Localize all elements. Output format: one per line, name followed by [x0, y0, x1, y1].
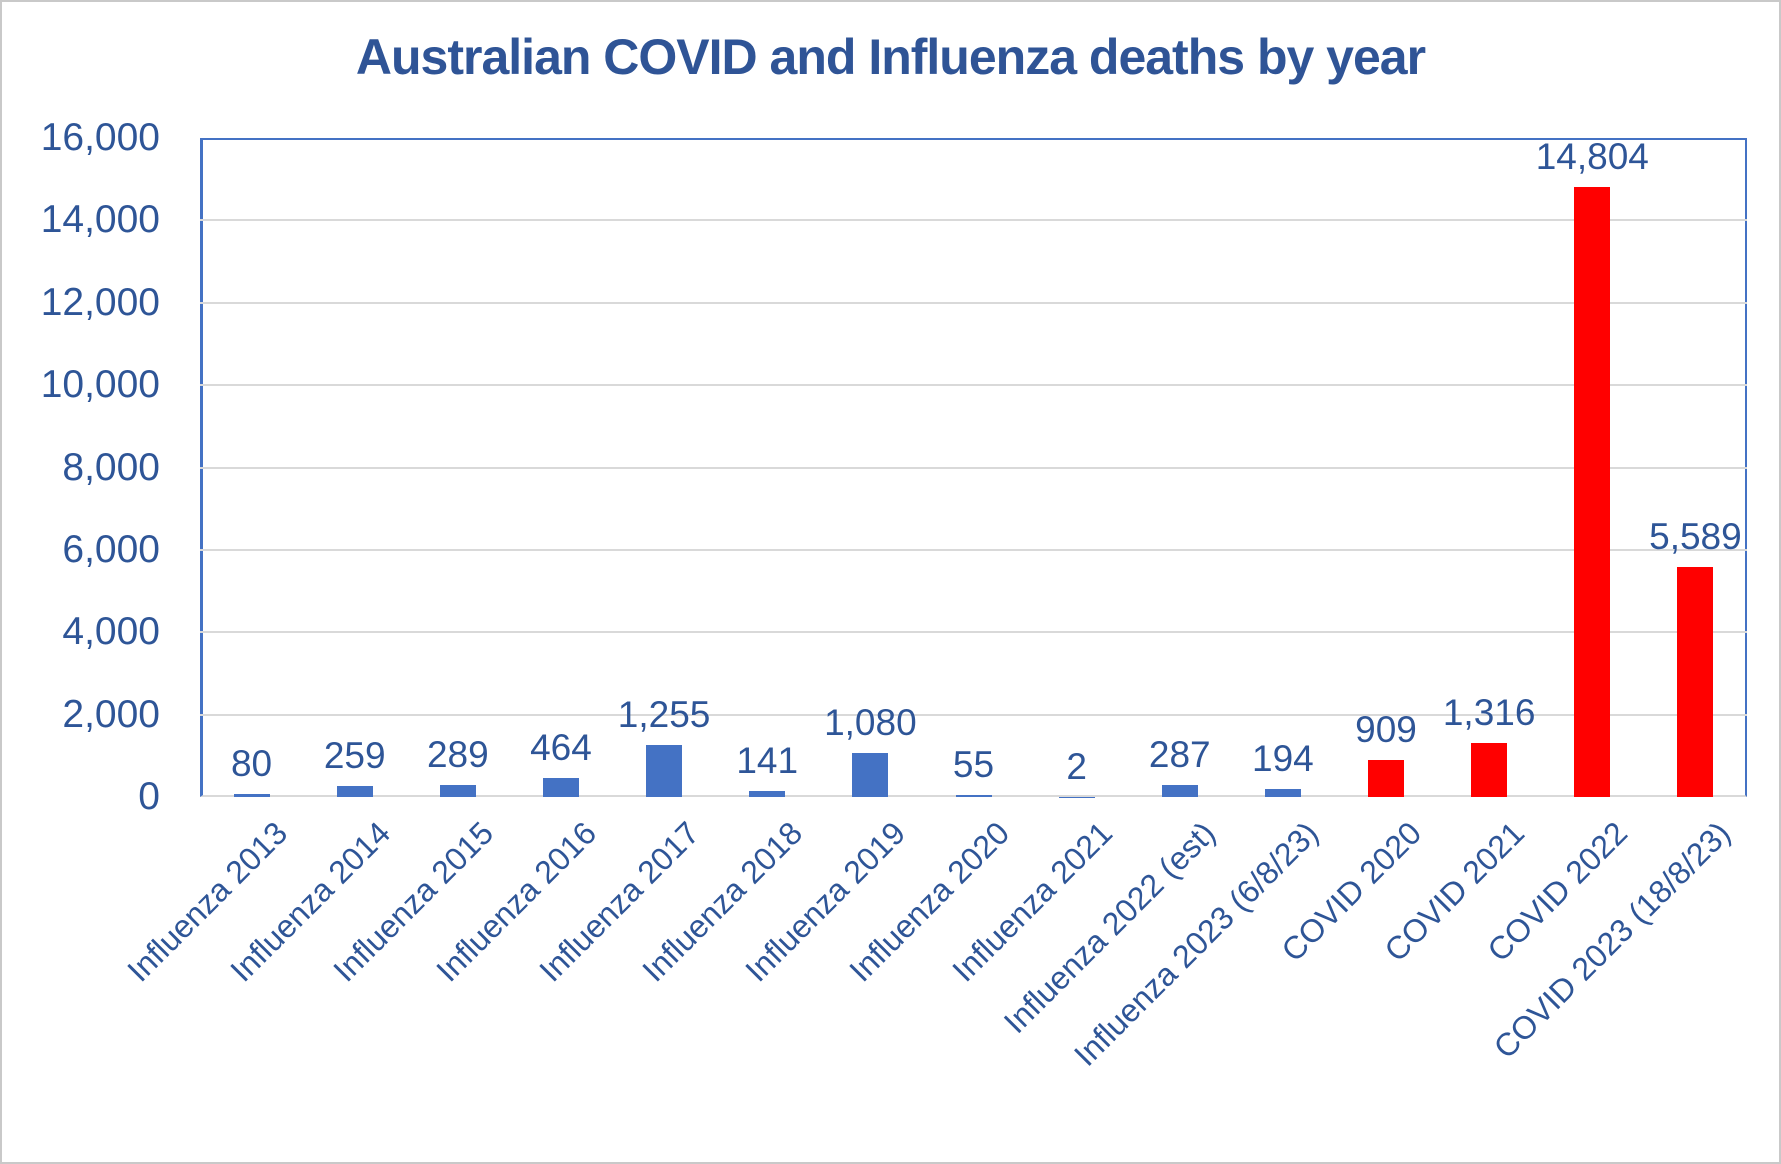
- gridline: [200, 466, 1747, 469]
- bar-value-label: 259: [323, 735, 386, 777]
- bar-influenza-2016: [542, 777, 579, 797]
- bar-influenza-2022-est: [1161, 785, 1198, 797]
- y-axis-tick-label: 2,000: [62, 692, 160, 736]
- bar-value-label: 5,589: [1649, 515, 1742, 557]
- y-axis-tick-label: 16,000: [40, 116, 160, 159]
- bar-covid-2023-18-8-23: [1677, 566, 1714, 797]
- gridline: [200, 548, 1747, 551]
- bar-value-label: 14,804: [1535, 136, 1649, 178]
- bar-value-label: 1,080: [824, 701, 917, 743]
- y-axis-tick-label: 0: [138, 775, 160, 818]
- bar-influenza-2017: [646, 745, 683, 797]
- y-axis-tick-label: 12,000: [40, 280, 160, 324]
- y-axis-tick-label: 6,000: [62, 527, 160, 571]
- gridline: [200, 301, 1747, 304]
- bar-value-label: 909: [1355, 708, 1417, 750]
- bar-influenza-2013: [233, 793, 270, 797]
- gridline: [200, 219, 1747, 222]
- bar-influenza-2015: [439, 785, 476, 797]
- bar-influenza-2023-6-8-23: [1264, 789, 1301, 797]
- bar-value-label: 1,316: [1442, 691, 1536, 733]
- chart-title: Australian COVID and Influenza deaths by…: [355, 29, 1426, 85]
- y-axis-tick-label: 14,000: [40, 198, 160, 242]
- gridline: [200, 631, 1747, 634]
- bar-influenza-2019: [852, 752, 889, 797]
- bar-value-label: 141: [736, 740, 799, 782]
- gridline: [200, 384, 1747, 387]
- bar-influenza-2020: [955, 794, 992, 797]
- bar-influenza-2014: [336, 786, 373, 797]
- gridline: [200, 713, 1747, 716]
- bar-value-label: 289: [426, 734, 489, 776]
- y-axis-tick-label: 8,000: [62, 445, 160, 489]
- bar-covid-2022: [1574, 187, 1611, 797]
- bar-value-label: 1,255: [617, 694, 711, 736]
- bar-value-label: 194: [1252, 738, 1314, 779]
- bar-influenza-2018: [749, 791, 786, 797]
- bar-value-label: 287: [1148, 734, 1211, 776]
- y-axis-tick-label: 4,000: [62, 610, 160, 654]
- bar-value-label: 55: [952, 743, 995, 785]
- bar-covid-2020: [1368, 759, 1405, 797]
- bar-value-label: 80: [230, 742, 273, 784]
- bar-value-label: 464: [530, 726, 592, 768]
- bar-covid-2021: [1471, 742, 1508, 797]
- y-axis-tick-label: 10,000: [40, 363, 160, 407]
- bar-value-label: 2: [1066, 745, 1087, 787]
